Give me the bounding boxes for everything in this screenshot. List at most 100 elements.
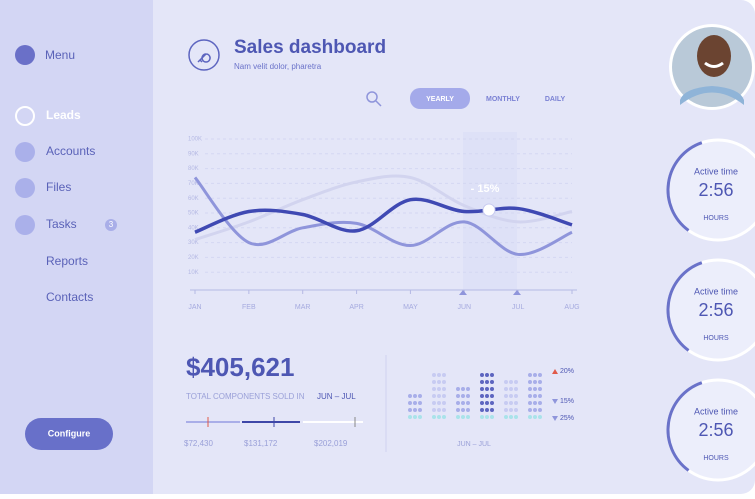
- search-icon[interactable]: [366, 91, 378, 103]
- dot: [461, 387, 465, 391]
- sidebar: [0, 0, 153, 494]
- title: Sales dashboard: [234, 37, 386, 58]
- timer-unit: HOURS: [703, 215, 729, 222]
- dot: [509, 408, 513, 412]
- dot: [485, 394, 489, 398]
- search-icon[interactable]: [375, 100, 382, 107]
- dot: [432, 408, 436, 412]
- dot: [408, 408, 412, 412]
- line-series: [194, 174, 573, 242]
- tab[interactable]: YEARLY: [426, 96, 454, 103]
- dot: [408, 401, 412, 405]
- configure-button[interactable]: [25, 418, 113, 450]
- x-tick-label: JUN: [457, 304, 471, 311]
- nav-item[interactable]: Contacts: [46, 290, 93, 304]
- dot: [461, 394, 465, 398]
- dot: [480, 408, 484, 412]
- dot: [408, 415, 412, 419]
- dot: [514, 394, 518, 398]
- timer-time: 2:56: [698, 420, 733, 440]
- x-tick-label: JUL: [512, 304, 525, 311]
- dot: [533, 394, 537, 398]
- dot: [437, 373, 441, 377]
- dot: [490, 380, 494, 384]
- nav-item[interactable]: Files: [46, 180, 71, 194]
- timers: Active time 2:56 HOURS Active time 2:56 HOURS…: [666, 138, 755, 482]
- timer-arc: [666, 261, 703, 352]
- down-arrow: [552, 399, 558, 404]
- y-tick-label: 50K: [188, 211, 199, 217]
- period: JUN – JUL: [317, 392, 356, 401]
- dot: [442, 394, 446, 398]
- nav-item[interactable]: Reports: [46, 254, 88, 268]
- dot: [442, 380, 446, 384]
- line-series: [194, 197, 573, 234]
- header-icon: [188, 39, 220, 71]
- dot: [533, 415, 537, 419]
- configure-label[interactable]: Configure: [48, 428, 91, 438]
- dot: [437, 387, 441, 391]
- dot: [528, 401, 532, 405]
- dot: [504, 380, 508, 384]
- dot: [533, 380, 537, 384]
- dot: [509, 415, 513, 419]
- dot: [442, 373, 446, 377]
- line-series: [193, 176, 573, 256]
- dot: [528, 408, 532, 412]
- dot: [490, 408, 494, 412]
- dot: [504, 387, 508, 391]
- x-tick-label: APR: [349, 304, 363, 311]
- dot: [442, 415, 446, 419]
- dot: [456, 387, 460, 391]
- timer-arc: [666, 381, 703, 472]
- dot: [514, 387, 518, 391]
- dot: [538, 373, 542, 377]
- x-tick-label: MAR: [295, 304, 311, 311]
- highlight-point: [482, 203, 496, 217]
- dot: [528, 394, 532, 398]
- x-tick-label: AUG: [564, 304, 579, 311]
- tab[interactable]: DAILY: [545, 96, 566, 103]
- tab-active[interactable]: [410, 88, 470, 109]
- dot: [485, 380, 489, 384]
- y-tick-label: 90K: [188, 151, 199, 157]
- matrix-period: JUN – JUL: [457, 441, 491, 448]
- amount: $72,430: [184, 439, 213, 448]
- x-tick-label: FEB: [242, 304, 256, 311]
- nav-item[interactable]: Tasks: [46, 217, 77, 231]
- menu-icon[interactable]: [15, 45, 35, 65]
- dot: [437, 401, 441, 405]
- dot: [461, 408, 465, 412]
- dot: [504, 408, 508, 412]
- dot: [418, 394, 422, 398]
- x-tick-label: MAY: [403, 304, 418, 311]
- dot: [490, 373, 494, 377]
- dot: [485, 373, 489, 377]
- y-tick-label: 10K: [188, 270, 199, 276]
- dot: [432, 401, 436, 405]
- dot: [432, 380, 436, 384]
- key-icon: [197, 53, 211, 63]
- dot: [509, 401, 513, 405]
- dot: [538, 401, 542, 405]
- menu-label[interactable]: Menu: [45, 48, 75, 62]
- dot: [432, 387, 436, 391]
- tab[interactable]: MONTHLY: [486, 96, 520, 103]
- nav-item[interactable]: Accounts: [46, 144, 95, 158]
- dot: [514, 415, 518, 419]
- dot: [504, 401, 508, 405]
- dot: [538, 387, 542, 391]
- dot: [538, 408, 542, 412]
- down-arrow: [552, 416, 558, 421]
- dot: [456, 408, 460, 412]
- dot: [528, 373, 532, 377]
- dot: [490, 387, 494, 391]
- nav-item[interactable]: Leads: [46, 108, 81, 122]
- dot: [432, 415, 436, 419]
- dot: [504, 394, 508, 398]
- avatar-face: [697, 35, 731, 77]
- y-tick-label: 70K: [188, 181, 199, 187]
- dot: [413, 415, 417, 419]
- timer-time: 2:56: [698, 180, 733, 200]
- y-tick-label: 40K: [188, 225, 199, 231]
